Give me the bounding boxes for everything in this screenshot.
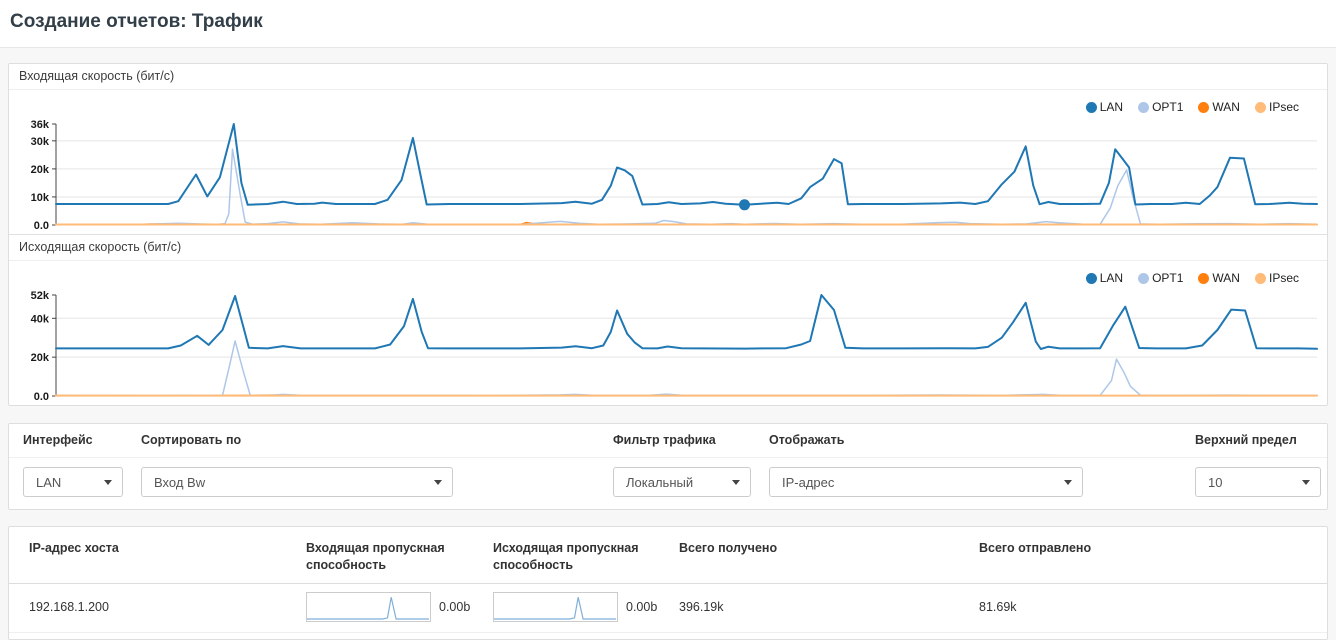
legend-label: WAN	[1212, 100, 1240, 114]
filter-display: Отображать IP-адрес	[769, 424, 1083, 497]
legend-label: LAN	[1099, 100, 1124, 114]
display-select[interactable]: IP-адрес	[769, 467, 1083, 497]
legend-label: IPsec	[1268, 271, 1299, 285]
total-received-cell: 396.19k	[659, 583, 959, 633]
chevron-down-icon	[1302, 479, 1310, 485]
svg-text:52k: 52k	[31, 290, 50, 302]
upper-limit-select[interactable]: 10	[1195, 467, 1321, 497]
content-area: Входящая скорость (бит/с) 36k 30k 20k 10k 0.…	[0, 48, 1336, 640]
in-bandwidth-sparkline	[306, 591, 431, 622]
filter-sort-by: Сортировать по Вход Bw	[141, 424, 453, 497]
col-total-received: Всего получено	[659, 527, 959, 584]
legend-item-lan[interactable]: LAN	[1085, 100, 1124, 114]
col-total-sent: Всего отправлено	[959, 527, 1327, 584]
legend-label: WAN	[1212, 271, 1240, 285]
legend-dot-icon	[1254, 272, 1266, 284]
charts-panel: Входящая скорость (бит/с) 36k 30k 20k 10k 0.…	[8, 63, 1328, 406]
hosts-table: IP-адрес хоста Входящая пропускная спосо…	[9, 527, 1327, 633]
in-bandwidth-cell: 0.00b	[286, 583, 473, 633]
series-opt1-line	[55, 148, 1318, 226]
legend-dot-icon	[1085, 272, 1097, 284]
svg-text:20k: 20k	[31, 164, 50, 176]
legend-label: IPsec	[1268, 100, 1299, 114]
legend-dot-icon	[1198, 272, 1210, 284]
legend-label: OPT1	[1152, 100, 1184, 114]
traffic-filter-select-value: Локальный	[626, 474, 694, 490]
out-bandwidth-sparkline	[493, 591, 618, 622]
col-host-ip: IP-адрес хоста	[9, 527, 286, 584]
filter-interface: Интерфейс LAN	[23, 424, 123, 497]
legend-dot-icon	[1085, 101, 1097, 113]
table-header-row: IP-адрес хоста Входящая пропускная спосо…	[9, 527, 1327, 584]
page-title: Создание отчетов: Трафик	[10, 11, 263, 32]
col-out-bandwidth: Исходящая пропускная способность	[473, 527, 659, 584]
chart-section-outbound: Исходящая скорость (бит/с) 52k 40k 20k 0.0 …	[9, 234, 1327, 405]
filter-panel: Интерфейс LAN Сортировать по Вход Bw Фил…	[8, 423, 1328, 510]
filter-upper-limit-label: Верхний предел	[1195, 433, 1297, 447]
sort-by-select-value: Вход Bw	[154, 474, 206, 490]
inbound-traffic-chart[interactable]: 36k 30k 20k 10k 0.0	[9, 90, 1327, 234]
legend-item-wan[interactable]: WAN	[1198, 271, 1240, 285]
svg-text:20k: 20k	[31, 352, 50, 364]
svg-text:36k: 36k	[31, 119, 50, 131]
legend-dot-icon	[1138, 272, 1150, 284]
series-lan-line	[55, 123, 1318, 206]
chevron-down-icon	[434, 479, 442, 485]
svg-text:30k: 30k	[31, 136, 50, 148]
outbound-chart-legend: LAN OPT1 WAN IPsec	[1071, 271, 1299, 285]
sort-by-select[interactable]: Вход Bw	[141, 467, 453, 497]
legend-label: OPT1	[1152, 271, 1184, 285]
svg-text:0.0: 0.0	[34, 220, 49, 232]
filter-traffic-label: Фильтр трафика	[613, 433, 716, 447]
interface-select-value: LAN	[36, 474, 62, 490]
in-bandwidth-value: 0.00b	[439, 599, 471, 614]
hover-point-marker	[739, 199, 751, 211]
inbound-chart-legend: LAN OPT1 WAN IPsec	[1071, 100, 1299, 114]
host-ip-cell: 192.168.1.200	[9, 583, 286, 633]
legend-item-ipsec[interactable]: IPsec	[1254, 100, 1299, 114]
legend-label: LAN	[1099, 271, 1124, 285]
svg-text:40k: 40k	[31, 313, 50, 325]
col-in-bandwidth: Входящая пропускная способность	[286, 527, 473, 584]
legend-item-lan[interactable]: LAN	[1085, 271, 1124, 285]
legend-item-ipsec[interactable]: IPsec	[1254, 271, 1299, 285]
chevron-down-icon	[1064, 479, 1072, 485]
filter-divider	[9, 457, 1327, 458]
out-bandwidth-value: 0.00b	[626, 599, 658, 614]
filter-interface-label: Интерфейс	[23, 433, 93, 447]
svg-text:0.0: 0.0	[34, 391, 49, 403]
legend-dot-icon	[1198, 101, 1210, 113]
outbound-chart-body: 52k 40k 20k 0.0 LAN OPT1 WAN IPsec	[9, 261, 1327, 405]
outbound-chart-title: Исходящая скорость (бит/с)	[9, 235, 1327, 261]
hosts-table-panel: IP-адрес хоста Входящая пропускная спосо…	[8, 526, 1328, 640]
chart-section-inbound: Входящая скорость (бит/с) 36k 30k 20k 10k 0.…	[9, 64, 1327, 234]
legend-dot-icon	[1254, 101, 1266, 113]
out-bandwidth-cell: 0.00b	[473, 583, 659, 633]
total-sent-cell: 81.69k	[959, 583, 1327, 633]
page-header: Создание отчетов: Трафик	[0, 0, 1336, 48]
inbound-chart-title: Входящая скорость (бит/с)	[9, 64, 1327, 90]
legend-item-opt1[interactable]: OPT1	[1138, 271, 1183, 285]
traffic-filter-select[interactable]: Локальный	[613, 467, 751, 497]
display-select-value: IP-адрес	[782, 474, 835, 490]
chevron-down-icon	[104, 479, 112, 485]
filter-traffic: Фильтр трафика Локальный	[613, 424, 751, 497]
filter-upper-limit: Верхний предел 10	[1195, 424, 1321, 497]
filter-sort-by-label: Сортировать по	[141, 433, 242, 447]
outbound-traffic-chart[interactable]: 52k 40k 20k 0.0	[9, 261, 1327, 405]
filter-display-label: Отображать	[769, 433, 845, 447]
svg-text:10k: 10k	[31, 192, 50, 204]
series-opt1-line	[55, 340, 1318, 397]
interface-select[interactable]: LAN	[23, 467, 123, 497]
inbound-chart-body: 36k 30k 20k 10k 0.0 LAN OPT1 WAN IPsec	[9, 90, 1327, 234]
table-row: 192.168.1.200 0.00b 0.00b 396.19k	[9, 583, 1327, 633]
series-lan-line	[55, 294, 1318, 350]
legend-item-opt1[interactable]: OPT1	[1138, 100, 1183, 114]
sparkline-path	[494, 596, 616, 620]
legend-item-wan[interactable]: WAN	[1198, 100, 1240, 114]
sparkline-path	[307, 596, 429, 620]
legend-dot-icon	[1138, 101, 1150, 113]
upper-limit-select-value: 10	[1208, 474, 1223, 490]
chevron-down-icon	[732, 479, 740, 485]
